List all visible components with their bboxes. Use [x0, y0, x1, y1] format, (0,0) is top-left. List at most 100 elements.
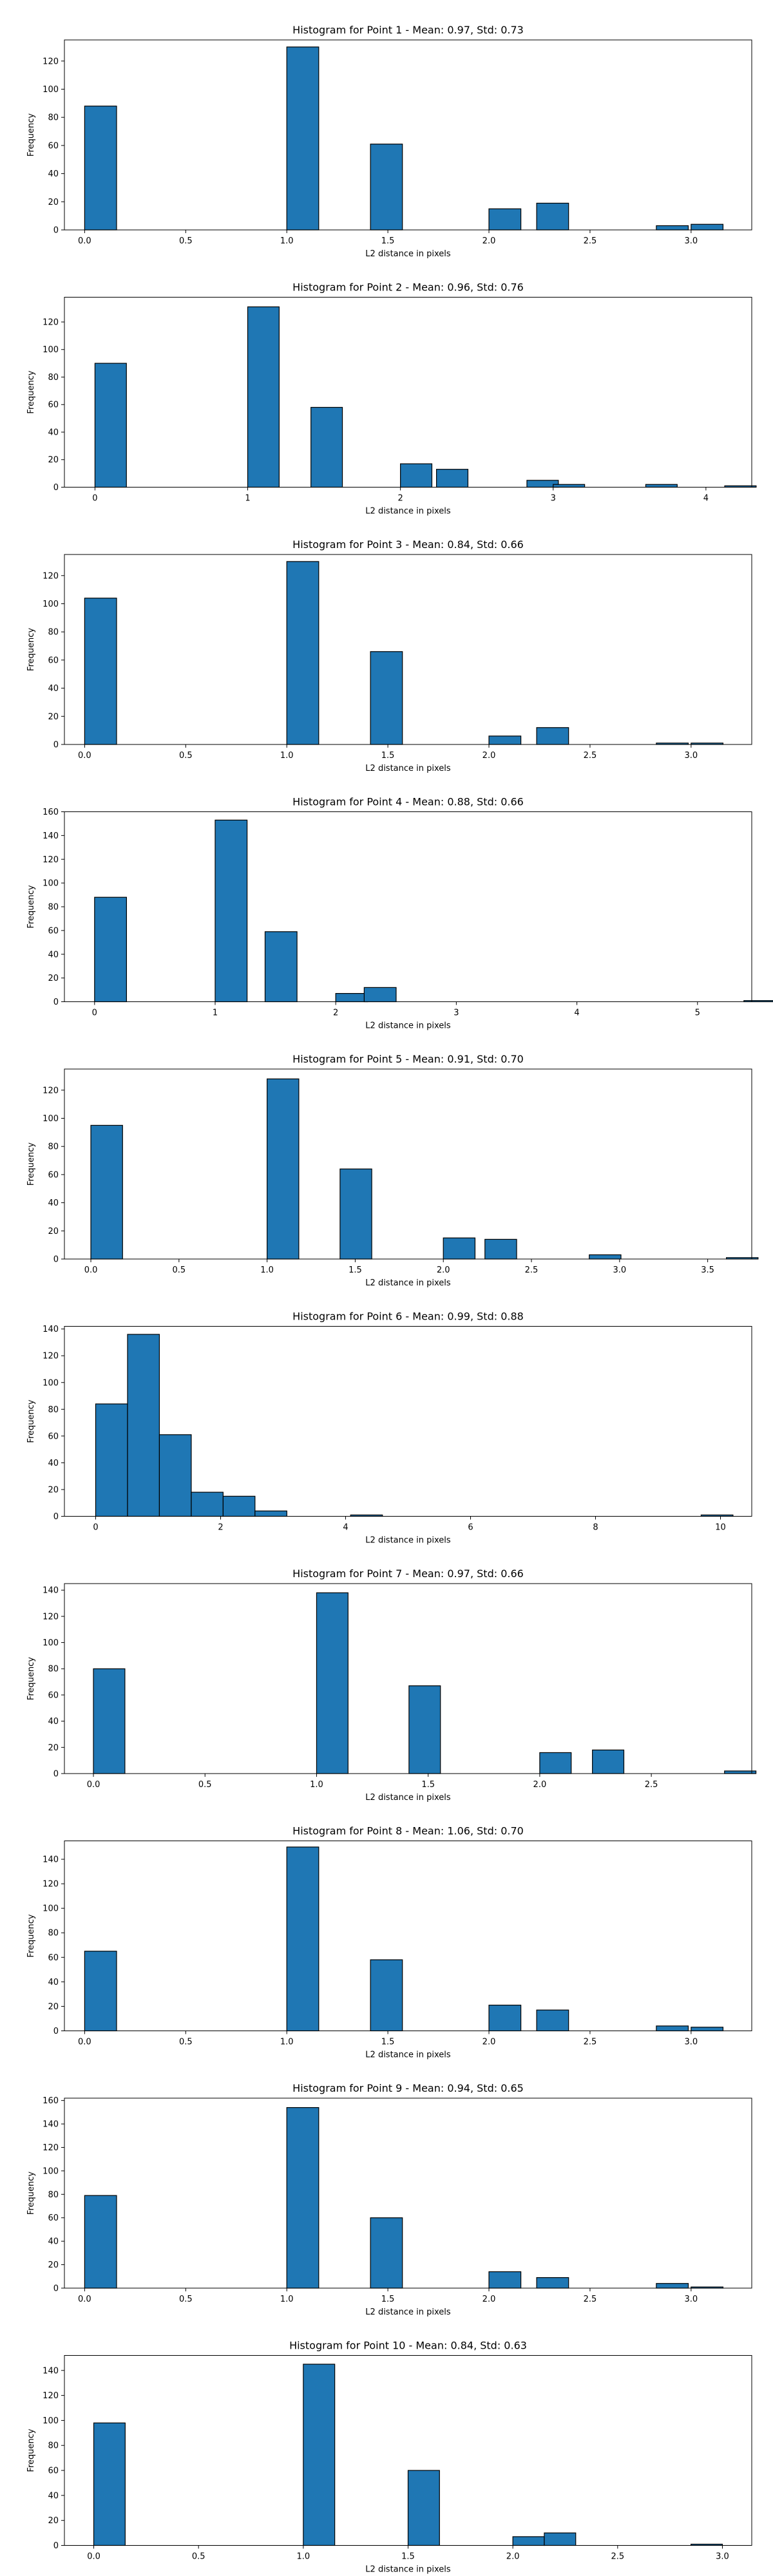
x-tick-label: 0.5	[179, 2038, 193, 2047]
chart-title: Histogram for Point 4 - Mean: 0.88, Std:…	[292, 796, 524, 808]
y-tick-label: 60	[48, 2467, 59, 2476]
histogram-bar	[335, 992, 368, 1003]
y-tick-label: 40	[48, 1978, 59, 1987]
chart-title: Histogram for Point 1 - Mean: 0.97, Std:…	[292, 24, 524, 36]
x-axis-label: L2 distance in pixels	[365, 249, 451, 259]
histogram-panel-8: Histogram for Point 8 - Mean: 1.06, Std:…	[26, 1825, 752, 2060]
y-tick-label: 140	[43, 1325, 59, 1334]
histogram-bar	[539, 1752, 572, 1774]
histogram-panel-3: Histogram for Point 3 - Mean: 0.84, Std:…	[26, 538, 752, 773]
y-tick-label: 100	[43, 1378, 59, 1388]
histogram-bar	[215, 819, 248, 1003]
y-tick-label: 80	[48, 373, 59, 383]
x-tick-label: 4	[574, 1009, 579, 1018]
y-tick-label: 120	[43, 1352, 59, 1361]
histogram-bar	[592, 1749, 625, 1774]
x-tick-label: 0.5	[192, 2552, 205, 2562]
y-tick-label: 140	[43, 1586, 59, 1596]
x-tick-label: 0.0	[78, 751, 91, 761]
x-tick-label: 2.0	[482, 236, 496, 246]
x-tick-label: 0.5	[172, 1265, 186, 1275]
histogram-bar	[95, 1403, 128, 1517]
y-tick-label: 0	[53, 2027, 59, 2036]
y-tick-label: 40	[48, 684, 59, 694]
y-tick-label: 40	[48, 1717, 59, 1727]
x-tick-label: 4	[703, 494, 709, 504]
histogram-bar	[536, 2009, 569, 2032]
y-tick-label: 120	[43, 317, 59, 327]
x-tick-label: 1.0	[297, 2552, 310, 2562]
y-axis-label: Frequency	[26, 2429, 36, 2472]
x-tick-label: 2.0	[482, 751, 496, 761]
histogram-bar	[484, 1238, 517, 1260]
y-tick-label: 60	[48, 1690, 59, 1700]
y-tick-label: 60	[48, 656, 59, 665]
histogram-bar	[656, 225, 689, 231]
y-tick-label: 140	[43, 1855, 59, 1865]
histogram-bar	[488, 208, 522, 231]
histogram-panel-1: Histogram for Point 1 - Mean: 0.97, Std:…	[26, 24, 752, 259]
x-tick-label: 0.0	[78, 2038, 91, 2047]
histogram-bar	[222, 1495, 256, 1517]
y-tick-label: 0	[53, 741, 59, 750]
y-tick-label: 120	[43, 571, 59, 581]
x-tick-label: 0.0	[78, 236, 91, 246]
y-tick-label: 60	[48, 141, 59, 151]
y-axis-label: Frequency	[26, 1914, 36, 1957]
x-tick-label: 6	[468, 1523, 473, 1533]
histogram-panel-2: Histogram for Point 2 - Mean: 0.96, Std:…	[26, 281, 757, 516]
x-tick-label: 3.0	[716, 2552, 729, 2562]
histogram-bar	[370, 1959, 403, 2032]
y-tick-label: 0	[53, 998, 59, 1007]
x-tick-label: 1.0	[280, 751, 294, 761]
x-tick-label: 1.0	[310, 1780, 323, 1790]
x-tick-label: 2.0	[437, 1265, 450, 1275]
histogram-bar	[724, 1770, 757, 1774]
y-tick-label: 100	[43, 1638, 59, 1648]
histogram-bar	[370, 651, 403, 745]
y-tick-label: 60	[48, 926, 59, 936]
x-tick-label: 2.5	[584, 2038, 597, 2047]
histogram-panel-6: Histogram for Point 6 - Mean: 0.99, Std:…	[26, 1311, 752, 1546]
y-tick-label: 80	[48, 1929, 59, 1938]
y-tick-label: 40	[48, 169, 59, 179]
histogram-bar	[656, 2025, 689, 2032]
x-tick-label: 5	[695, 1009, 700, 1018]
histogram-bar	[743, 1000, 773, 1003]
chart-title: Histogram for Point 6 - Mean: 0.99, Std:…	[292, 1311, 524, 1323]
x-tick-label: 0.0	[87, 1780, 100, 1790]
x-axis-label: L2 distance in pixels	[365, 2565, 451, 2575]
y-axis-label: Frequency	[26, 1399, 36, 1443]
chart-title: Histogram for Point 8 - Mean: 1.06, Std:…	[292, 1825, 524, 1837]
y-tick-label: 80	[48, 2441, 59, 2451]
x-tick-label: 2.0	[533, 1780, 547, 1790]
y-tick-label: 0	[53, 1255, 59, 1265]
x-tick-label: 0.0	[84, 1265, 98, 1275]
histogram-bar	[645, 484, 678, 488]
x-tick-label: 1.5	[381, 2038, 395, 2047]
histogram-bar	[407, 2470, 440, 2546]
y-tick-label: 20	[48, 1485, 59, 1495]
y-tick-label: 120	[43, 1612, 59, 1622]
x-tick-label: 1.5	[348, 1265, 362, 1275]
histogram-bar	[553, 484, 586, 488]
y-tick-label: 160	[43, 808, 59, 817]
histogram-bar	[536, 2277, 569, 2289]
y-axis-label: Frequency	[26, 370, 36, 413]
y-tick-label: 100	[43, 1904, 59, 1914]
histogram-bar	[443, 1237, 476, 1260]
y-tick-label: 20	[48, 2260, 59, 2270]
y-tick-label: 120	[43, 855, 59, 865]
y-axis-label: Frequency	[26, 1657, 36, 1700]
y-tick-label: 80	[48, 1405, 59, 1415]
histogram-bar	[589, 1254, 622, 1260]
x-tick-label: 2	[218, 1523, 223, 1533]
histogram-bar	[264, 931, 298, 1003]
histogram-bar	[536, 727, 569, 745]
histogram-bar	[158, 1434, 192, 1517]
x-tick-label: 3.0	[685, 2295, 698, 2304]
plot-frame	[64, 1841, 752, 2031]
x-tick-label: 0	[93, 1523, 98, 1533]
chart-title: Histogram for Point 5 - Mean: 0.91, Std:…	[292, 1053, 524, 1065]
